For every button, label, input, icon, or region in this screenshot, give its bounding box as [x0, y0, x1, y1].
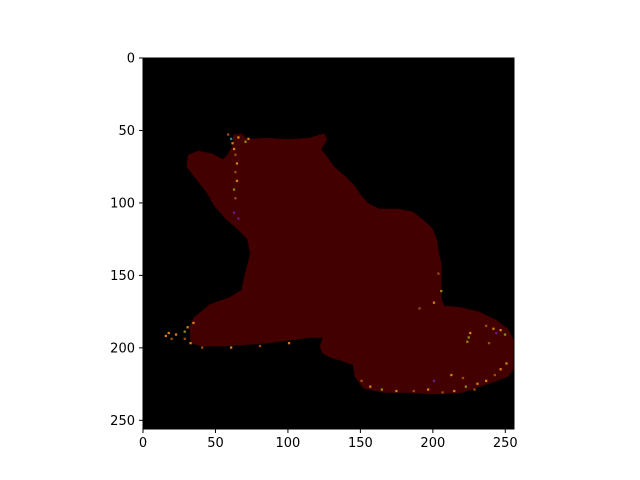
speckle-pixel: [360, 379, 363, 382]
speckle-pixel: [227, 133, 230, 136]
speckle-pixel: [487, 342, 491, 345]
speckle-pixel: [485, 379, 488, 382]
y-axis: 0 50 100 150 200 250: [110, 52, 143, 429]
speckle-pixel: [234, 153, 237, 156]
speckle-pixel: [174, 333, 178, 336]
speckle-pixel: [380, 388, 383, 391]
speckle-pixel: [201, 346, 204, 349]
y-tick-label: 50: [118, 124, 135, 139]
speckle-pixel: [235, 162, 239, 165]
x-tick-label: 150: [348, 436, 373, 451]
speckle-pixel: [499, 329, 502, 332]
speckle-pixel: [469, 331, 472, 335]
speckle-pixel: [234, 171, 237, 174]
speckle-pixel: [440, 289, 443, 293]
speckle-pixel: [492, 327, 495, 330]
speckle-pixel: [247, 137, 250, 140]
speckle-pixel: [453, 389, 456, 393]
speckle-pixel: [237, 136, 240, 139]
speckle-pixel: [441, 391, 444, 394]
speckle-pixel: [473, 388, 476, 391]
speckle-pixel: [427, 388, 430, 391]
y-tick-label: 0: [127, 52, 135, 67]
speckle-pixel: [437, 272, 440, 275]
speckle-pixel: [237, 217, 240, 220]
speckle-pixel: [432, 379, 436, 382]
speckle-pixel: [170, 337, 173, 340]
speckle-pixel: [192, 321, 195, 325]
speckle-pixel: [432, 301, 436, 304]
speckle-pixel: [287, 342, 291, 345]
y-tick-label: 200: [110, 341, 135, 356]
x-tick-label: 250: [493, 436, 518, 451]
speckle-pixel: [232, 147, 236, 151]
x-tick-label: 50: [207, 436, 224, 451]
speckle-pixel: [461, 376, 465, 380]
speckle-pixel: [418, 307, 421, 310]
speckle-pixel: [499, 368, 502, 371]
speckle-pixel: [230, 346, 233, 349]
y-tick-label: 150: [110, 269, 135, 284]
speckle-pixel: [464, 385, 467, 388]
speckle-pixel: [230, 137, 233, 140]
speckle-pixel: [183, 330, 186, 333]
speckle-pixel: [485, 324, 488, 327]
x-axis: 0 50 100 150 200 250: [139, 429, 518, 451]
axes-frame: [142, 57, 515, 430]
speckle-pixel: [503, 333, 507, 336]
speckle-pixel: [395, 389, 398, 393]
speckle-pixel: [235, 179, 239, 182]
speckle-pixel: [467, 336, 470, 339]
speckle-pixel: [183, 337, 186, 340]
speckle-pixel: [232, 188, 236, 191]
y-tick-label: 250: [110, 414, 135, 429]
speckle-pixel: [450, 373, 453, 377]
speckle-pixel: [234, 197, 237, 200]
speckle-pixel: [244, 140, 247, 143]
speckle-pixel: [412, 389, 415, 393]
speckle-pixel: [476, 382, 479, 385]
speckle-pixel: [495, 331, 498, 335]
x-tick-label: 100: [276, 436, 301, 451]
y-tick-label: 100: [110, 196, 135, 211]
x-tick-label: 200: [420, 436, 445, 451]
plot-area: [142, 57, 515, 430]
speckle-pixel: [189, 342, 192, 345]
speckle-pixel: [164, 334, 167, 338]
speckle-pixel: [232, 211, 236, 214]
speckle-pixel: [466, 340, 469, 343]
speckle-pixel: [505, 362, 508, 365]
speckle-pixel: [231, 142, 234, 145]
speckle-pixel: [258, 344, 262, 348]
speckle-pixel: [493, 373, 496, 377]
speckle-pixel: [186, 326, 189, 329]
x-tick-label: 0: [139, 436, 147, 451]
speckle-pixel: [369, 385, 372, 388]
segment-region: [186, 133, 514, 395]
speckle-pixel: [167, 331, 170, 335]
